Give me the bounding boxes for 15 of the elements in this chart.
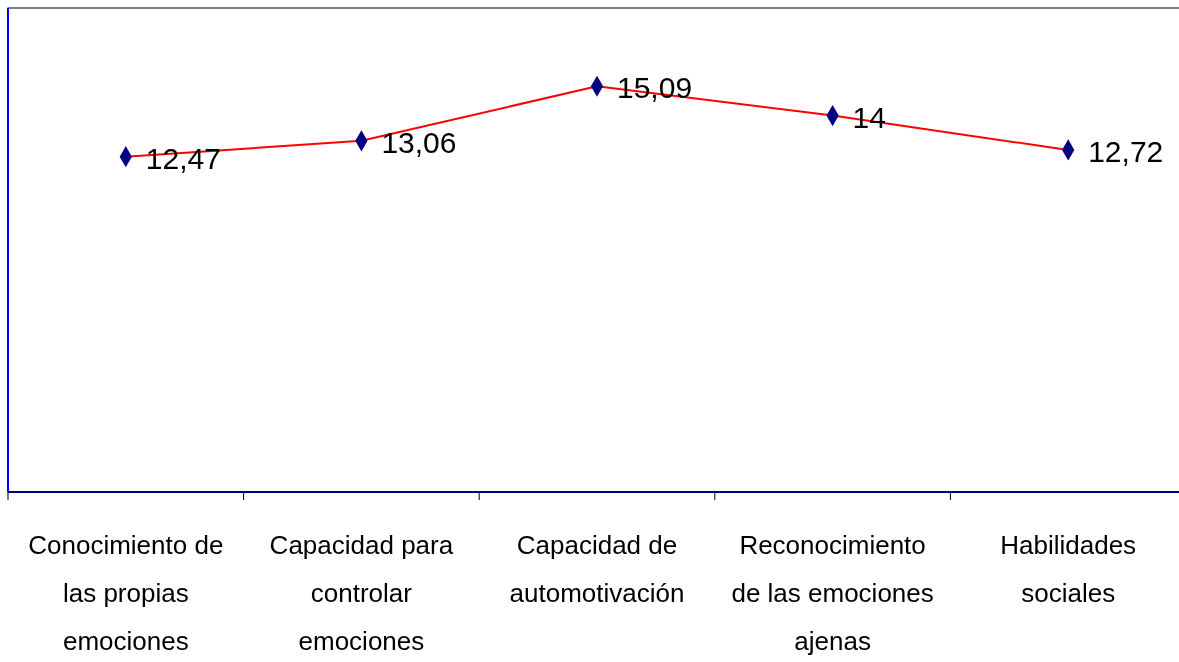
category-label: Conocimiento de [28,530,224,560]
category-label: emociones [298,626,425,656]
category-label: ajenas [794,626,871,656]
category-label: automotivación [509,578,685,608]
category-label: de las emociones [731,578,934,608]
category-label: emociones [62,626,189,656]
category-label: Reconocimiento [739,530,926,560]
category-label: Habilidades [1000,530,1137,560]
category-label: Capacidad de [516,530,678,560]
data-label: 13,06 [381,125,457,159]
category-label: controlar [310,578,412,608]
category-label: Capacidad para [269,530,454,560]
category-label: sociales [1021,578,1116,608]
data-label: 12,72 [1088,134,1164,168]
category-label: las propias [62,578,189,608]
